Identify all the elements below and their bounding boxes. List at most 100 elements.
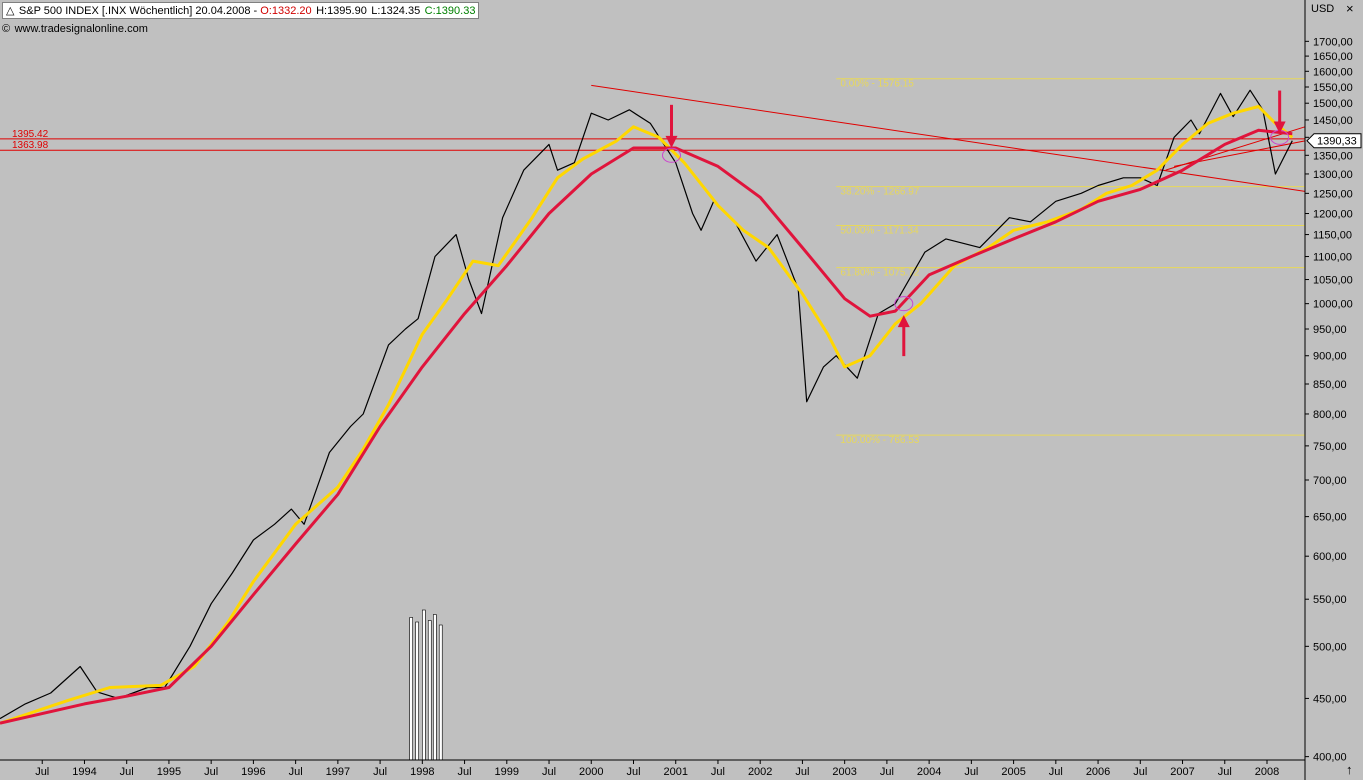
x-tick-label: 2005	[1001, 766, 1025, 778]
y-tick-label: 500,00	[1313, 641, 1347, 653]
close-value: C:1390.33	[424, 5, 476, 17]
fib-level-label: 100.00% - 766.53	[840, 435, 919, 446]
y-tick-label: 1200,00	[1313, 209, 1353, 221]
chart-collapse-icon[interactable]: △	[6, 5, 15, 17]
watermark: © www.tradesignalonline.com	[2, 19, 148, 37]
y-tick-label: 1450,00	[1313, 115, 1353, 127]
arrow-down-icon	[665, 135, 678, 148]
x-tick-label: 2000	[579, 766, 603, 778]
x-tick-label: 1998	[410, 766, 434, 778]
volume-bar	[415, 621, 419, 761]
x-tick-label: Jul	[1218, 766, 1232, 778]
y-tick-label: 850,00	[1313, 379, 1347, 391]
x-tick-label: Jul	[964, 766, 978, 778]
scroll-up-icon[interactable]: ↑	[1346, 762, 1353, 777]
open-value: O:1332.20	[260, 5, 312, 17]
x-tick-label: 1995	[157, 766, 181, 778]
volume-bar	[438, 624, 443, 761]
slow-moving-average-line	[0, 128, 1293, 725]
trendlines	[591, 84, 1306, 192]
arrow-down-icon	[1273, 121, 1286, 134]
last-price-marker	[1306, 133, 1362, 149]
chart-header: △ S&P 500 INDEX [.INX Wöchentlich] 20.04…	[2, 2, 480, 19]
y-tick-label: 1100,00	[1313, 252, 1352, 264]
x-tick-label: Jul	[880, 766, 894, 778]
fib-level-label: 0.00% - 1576.15	[840, 79, 914, 90]
y-tick-label: 750,00	[1313, 441, 1347, 453]
x-tick-label: Jul	[289, 766, 303, 778]
chart-title: S&P 500 INDEX [.INX Wöchentlich] 20.04.2…	[18, 5, 261, 17]
series-lines	[0, 89, 1294, 725]
y-tick-label: 1050,00	[1313, 275, 1353, 287]
arrow-up-icon	[897, 315, 910, 328]
x-tick-label: Jul	[795, 766, 809, 778]
volume-bars	[409, 609, 443, 761]
x-tick-label: Jul	[1133, 766, 1147, 778]
fast-moving-average-line	[0, 105, 1294, 725]
x-tick-label: Jul	[542, 766, 556, 778]
highlight-circle	[894, 296, 914, 312]
copyright-icon: ©	[2, 23, 11, 35]
high-value: H:1395.90	[316, 5, 367, 17]
y-tick-label: 800,00	[1313, 409, 1347, 421]
last-price-label: 1390,33	[1317, 136, 1357, 148]
volume-bar	[422, 609, 426, 761]
x-tick-label: Jul	[1049, 766, 1063, 778]
fib-level-label: 38.20% - 1266.97	[840, 187, 919, 198]
fibonacci-levels: 0.00% - 1576.15 38.20% - 1266.97 50.00% - …	[836, 78, 1305, 446]
price-level-label: 1363.98	[12, 140, 49, 151]
x-tick-label: 2003	[832, 766, 856, 778]
x-tick-label: 1994	[72, 766, 96, 778]
y-tick-label: 700,00	[1313, 475, 1347, 487]
close-chart-icon[interactable]: ×	[1346, 1, 1354, 16]
price-level-label: 1395.42	[12, 129, 49, 140]
y-tick-label: 1350,00	[1313, 150, 1353, 162]
x-tick-label: 2004	[917, 766, 941, 778]
trendline	[591, 84, 1306, 192]
y-tick-label: 1250,00	[1313, 188, 1353, 200]
x-tick-label: 2007	[1170, 766, 1194, 778]
y-tick-label: 1700,00	[1313, 36, 1353, 48]
y-tick-label: 1500,00	[1313, 98, 1353, 110]
volume-bar	[409, 617, 413, 761]
y-tick-label: 650,00	[1313, 512, 1347, 524]
x-tick-label: 2001	[663, 766, 687, 778]
y-tick-label: 400,00	[1313, 752, 1347, 764]
x-tick-label: 2006	[1086, 766, 1110, 778]
volume-bar	[433, 614, 437, 761]
watermark-text: www.tradesignalonline.com	[14, 23, 148, 35]
price-series-line	[0, 89, 1293, 720]
y-tick-label: 1650,00	[1313, 51, 1353, 63]
x-tick-label: 2008	[1255, 766, 1279, 778]
x-tick-label: Jul	[373, 766, 387, 778]
volume-bar	[427, 620, 432, 761]
y-tick-label: 600,00	[1313, 551, 1347, 563]
annotations	[662, 90, 1290, 357]
y-tick-label: 550,00	[1313, 594, 1347, 606]
x-tick-label: 1996	[241, 766, 265, 778]
x-tick-label: Jul	[626, 766, 640, 778]
x-tick-label: Jul	[204, 766, 218, 778]
x-tick-label: Jul	[458, 766, 472, 778]
y-tick-label: 450,00	[1313, 693, 1347, 705]
low-value: L:1324.35	[371, 5, 421, 17]
currency-label: USD	[1311, 3, 1335, 15]
x-tick-label: 2002	[748, 766, 772, 778]
highlight-circle	[662, 147, 682, 163]
y-tick-label: 1300,00	[1313, 169, 1353, 181]
y-tick-label: 1150,00	[1313, 230, 1352, 242]
x-tick-label: Jul	[120, 766, 134, 778]
x-tick-label: 1999	[495, 766, 519, 778]
y-tick-label: 900,00	[1313, 351, 1347, 363]
y-tick-label: 1600,00	[1313, 66, 1353, 78]
y-tick-label: 1550,00	[1313, 82, 1353, 94]
x-tick-label: Jul	[35, 766, 49, 778]
y-tick-label: 950,00	[1313, 324, 1347, 336]
fib-level-label: 50.00% - 1171.34	[840, 225, 919, 236]
y-tick-label: 1000,00	[1313, 299, 1353, 311]
x-tick-label: Jul	[711, 766, 725, 778]
x-tick-label: 1997	[326, 766, 350, 778]
